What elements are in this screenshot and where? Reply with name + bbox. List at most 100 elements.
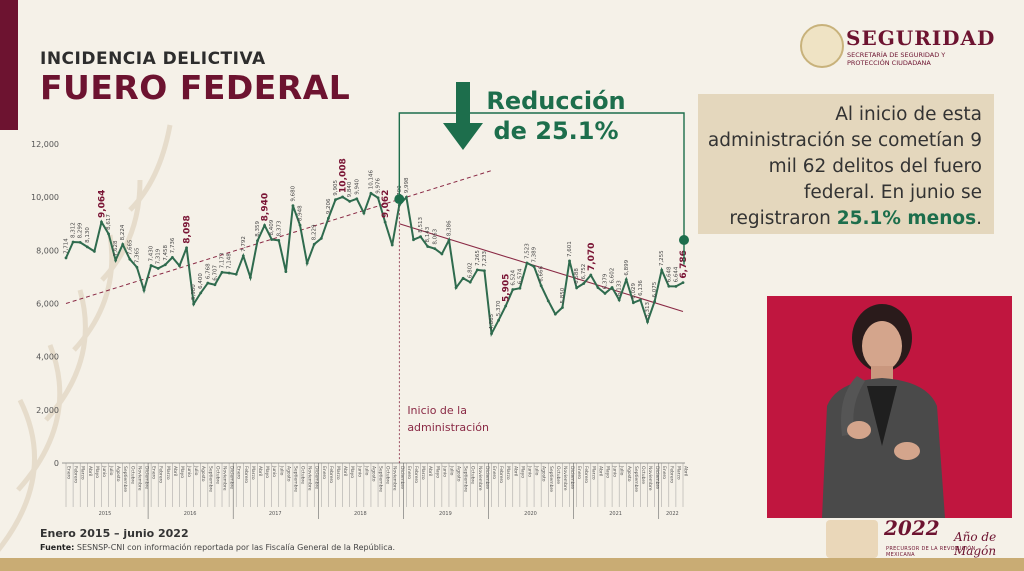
data-label: 9,998 bbox=[404, 177, 410, 193]
highlight-data-label: 8,098 bbox=[183, 215, 193, 243]
x-tick-label: Julio bbox=[534, 465, 540, 476]
data-label: 5,370 bbox=[496, 300, 502, 316]
x-tick-label: Octubre bbox=[129, 466, 135, 484]
x-tick-label: Abril bbox=[257, 466, 263, 476]
data-point bbox=[624, 278, 628, 282]
eagle-seal-icon bbox=[800, 24, 844, 68]
x-tick-label: Mayo bbox=[434, 466, 440, 478]
end-marker bbox=[679, 235, 689, 245]
x-tick-label: Noviembre bbox=[562, 466, 568, 491]
x-tick-label: Abril bbox=[342, 466, 348, 476]
data-point bbox=[440, 252, 444, 256]
x-axis: Enero Febrero Marzo Abril Mayo Junio Julio Agos… bbox=[62, 462, 689, 519]
data-label: 7,628 bbox=[113, 240, 119, 256]
x-tick-label: Marzo bbox=[335, 466, 341, 480]
data-point bbox=[149, 264, 153, 267]
x-tick-label: Octubre bbox=[470, 466, 476, 484]
magon-name: Año de Magón bbox=[954, 530, 997, 558]
data-label: 6,802 bbox=[468, 262, 474, 278]
data-point bbox=[596, 286, 600, 289]
data-point bbox=[546, 299, 550, 303]
data-label: 6,644 bbox=[673, 266, 679, 282]
data-point bbox=[163, 263, 167, 267]
data-point bbox=[518, 286, 522, 290]
x-tick-label: Enero bbox=[236, 466, 242, 479]
data-point bbox=[298, 223, 302, 227]
data-label: 7,233 bbox=[482, 250, 488, 266]
data-point bbox=[674, 284, 678, 288]
x-tick-label: Abril bbox=[427, 466, 433, 476]
data-label: 6,648 bbox=[666, 266, 672, 282]
x-year-label: 2016 bbox=[184, 511, 197, 517]
data-point bbox=[419, 235, 422, 239]
data-label: 8,373 bbox=[276, 220, 282, 236]
data-point bbox=[185, 246, 188, 250]
x-tick-label: Junio bbox=[186, 465, 192, 477]
x-tick-label: Noviembre bbox=[392, 466, 398, 491]
data-point bbox=[263, 223, 266, 227]
x-tick-label: Octubre bbox=[385, 466, 391, 484]
data-label: 8,063 bbox=[432, 228, 438, 244]
data-point bbox=[539, 284, 543, 288]
data-point bbox=[575, 286, 579, 290]
annotation-line2: administración bbox=[407, 421, 489, 434]
data-point bbox=[376, 196, 380, 200]
x-tick-label: Diciembre bbox=[144, 466, 150, 489]
title-small: INCIDENCIA DELICTIVA bbox=[40, 49, 266, 69]
trend-line-before bbox=[65, 170, 492, 304]
data-label: 6,136 bbox=[638, 280, 644, 296]
data-label: 6,752 bbox=[581, 264, 587, 280]
x-tick-label: Mayo bbox=[604, 466, 610, 478]
x-tick-label: Septiembre bbox=[633, 466, 639, 492]
data-point bbox=[646, 320, 649, 324]
data-point bbox=[213, 283, 217, 287]
data-point bbox=[178, 264, 181, 268]
data-point bbox=[589, 273, 593, 277]
x-tick-label: Septiembre bbox=[463, 466, 469, 492]
data-label: 9,940 bbox=[354, 179, 360, 195]
data-point bbox=[553, 312, 557, 316]
x-tick-label: Marzo bbox=[80, 466, 86, 480]
y-tick-label: 0 bbox=[54, 459, 59, 468]
data-label: 8,224 bbox=[120, 224, 126, 240]
data-point bbox=[568, 259, 571, 263]
data-label: 7,601 bbox=[567, 241, 573, 257]
data-point bbox=[412, 238, 415, 242]
down-arrow-icon bbox=[443, 82, 483, 150]
x-year-label: 2021 bbox=[609, 511, 622, 517]
data-label: 8,948 bbox=[298, 205, 304, 221]
data-point bbox=[284, 270, 288, 273]
data-point bbox=[497, 318, 501, 322]
x-tick-label: Junio bbox=[271, 465, 277, 477]
data-point bbox=[362, 211, 366, 215]
data-point bbox=[681, 281, 685, 285]
decoration-leaf bbox=[44, 289, 88, 422]
data-point bbox=[85, 245, 89, 249]
x-tick-label: Abril bbox=[87, 466, 93, 476]
reduction-line1: Reducción bbox=[486, 87, 626, 115]
data-point bbox=[341, 195, 344, 199]
x-tick-label: Febrero bbox=[243, 466, 249, 483]
x-tick-label: Enero bbox=[491, 466, 497, 479]
data-point bbox=[71, 240, 75, 244]
interpreter-figure bbox=[822, 304, 945, 518]
data-point bbox=[64, 256, 68, 260]
data-label: 8,229 bbox=[312, 224, 318, 240]
logo-title: SEGURIDAD bbox=[846, 26, 996, 50]
data-point bbox=[291, 204, 295, 208]
data-point bbox=[667, 284, 671, 288]
data-point bbox=[227, 271, 231, 275]
decoration-leaf bbox=[0, 398, 38, 552]
x-tick-label: Noviembre bbox=[647, 466, 653, 491]
x-tick-label: Mayo bbox=[179, 466, 185, 478]
decoration-leaf bbox=[16, 344, 63, 492]
data-label: 6,029 bbox=[631, 282, 637, 298]
data-point bbox=[192, 302, 196, 306]
x-tick-label: Enero bbox=[151, 466, 157, 479]
x-tick-label: Agosto bbox=[200, 466, 206, 482]
data-label: 5,980 bbox=[191, 284, 197, 300]
x-tick-label: Noviembre bbox=[477, 466, 483, 491]
data-point bbox=[603, 292, 607, 295]
y-tick-label: 8,000 bbox=[36, 246, 59, 255]
magon-portrait-icon bbox=[826, 520, 878, 558]
